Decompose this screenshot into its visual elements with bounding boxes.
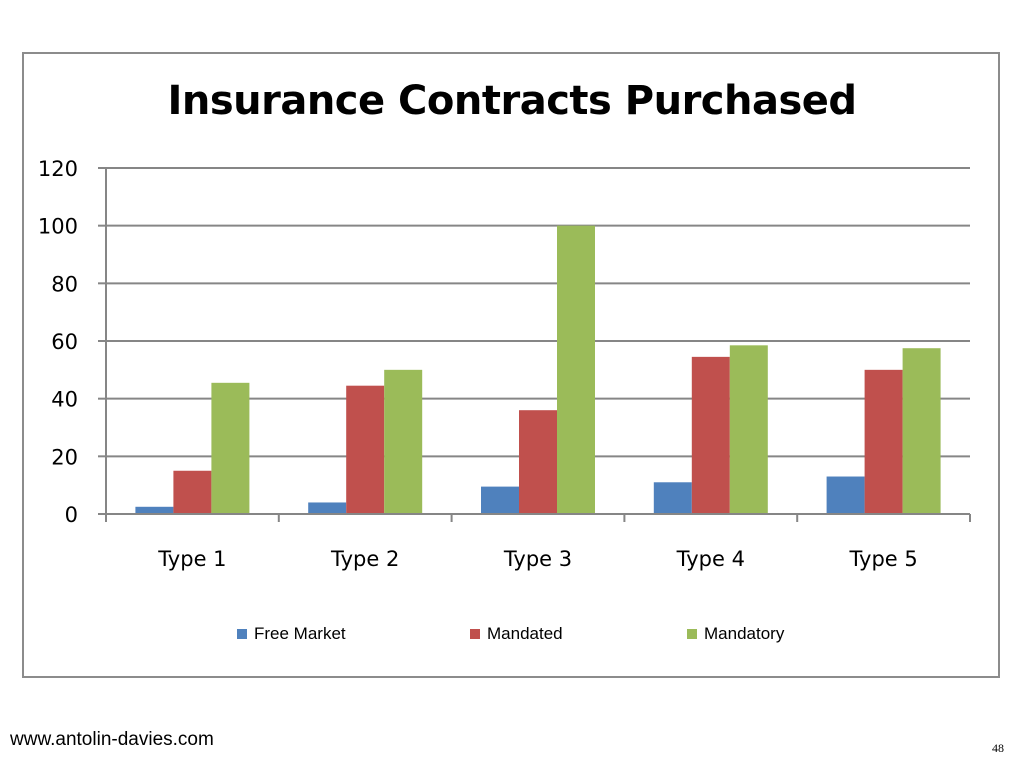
tick-labels: 0 20 40 60 80 100 120 Type 1 Type 2 Type 3 Type 4 T…: [38, 157, 918, 571]
bar-mandatory-type-4: [729, 345, 768, 514]
axes: [98, 167, 971, 522]
bar-free-market-type-3: [481, 486, 519, 514]
bar-mandated-type-4: [691, 356, 730, 514]
y-tick-label: 0: [65, 503, 78, 527]
x-tick-label: Type 5: [848, 547, 917, 571]
chart-title: Insurance Contracts Purchased: [167, 78, 857, 124]
bar-free-market-type-1: [135, 506, 174, 514]
y-tick-label: 60: [51, 330, 78, 354]
legend-swatch: [687, 629, 697, 639]
bars: [135, 225, 941, 514]
bar-mandatory-type-3: [557, 225, 595, 514]
gridlines: [106, 167, 970, 458]
bar-free-market-type-5: [826, 476, 865, 514]
y-tick-label: 20: [51, 445, 78, 469]
x-tick-label: Type 1: [157, 547, 226, 571]
footer-url[interactable]: www.antolin-davies.com: [10, 729, 214, 750]
legend: Free Market Mandated Mandatory: [0, 624, 1024, 648]
legend-label: Mandated: [487, 624, 563, 643]
legend-label: Mandatory: [704, 624, 785, 643]
x-tick-label: Type 2: [330, 547, 399, 571]
page-number: 48: [992, 741, 1004, 755]
legend-item-free-market: Free Market: [237, 624, 346, 644]
bar-mandated-type-3: [519, 410, 557, 514]
y-tick-label: 120: [38, 157, 78, 181]
bar-free-market-type-2: [308, 502, 347, 514]
bar-mandatory-type-1: [211, 382, 250, 514]
bar-mandatory-type-5: [902, 348, 941, 514]
bar-mandated-type-1: [173, 470, 212, 514]
chart-frame: [22, 52, 1000, 678]
legend-item-mandated: Mandated: [470, 624, 563, 644]
bar-mandatory-type-2: [384, 369, 423, 514]
bar-mandated-type-5: [864, 369, 903, 514]
legend-item-mandatory: Mandatory: [687, 624, 784, 644]
bar-mandated-type-2: [346, 385, 385, 514]
y-tick-label: 100: [38, 215, 78, 239]
legend-swatch: [470, 629, 480, 639]
legend-label: Free Market: [254, 624, 346, 643]
bar-free-market-type-4: [653, 482, 692, 514]
y-tick-label: 40: [51, 388, 78, 412]
x-tick-label: Type 4: [676, 547, 745, 571]
legend-swatch: [237, 629, 247, 639]
y-tick-label: 80: [51, 272, 78, 296]
x-tick-label: Type 3: [503, 547, 572, 571]
